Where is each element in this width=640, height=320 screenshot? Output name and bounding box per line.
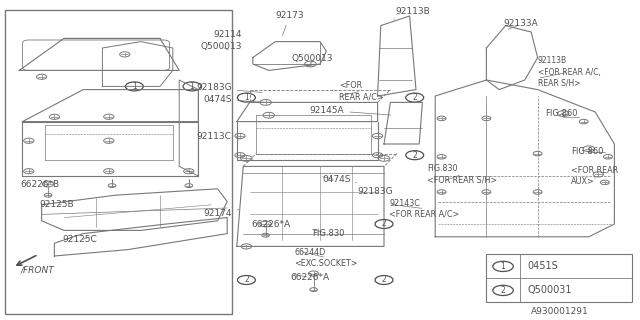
- Text: A930001291: A930001291: [531, 307, 588, 316]
- Text: 92183G: 92183G: [196, 84, 262, 92]
- Text: FIG.830: FIG.830: [312, 229, 344, 238]
- Text: 1: 1: [244, 93, 249, 102]
- Bar: [486, 254, 632, 302]
- Text: 92145A: 92145A: [310, 106, 391, 115]
- Text: Q500031: Q500031: [527, 285, 572, 295]
- Text: FIG.830
<FOR REAR S/H>: FIG.830 <FOR REAR S/H>: [427, 164, 497, 184]
- Text: <FOR
REAR A/C>: <FOR REAR A/C>: [339, 81, 384, 101]
- Text: 92143C
<FOR REAR A/C>: 92143C <FOR REAR A/C>: [389, 199, 460, 219]
- Text: 92125C: 92125C: [63, 236, 97, 244]
- Text: 1: 1: [500, 262, 506, 271]
- Text: 66226*A: 66226*A: [252, 220, 291, 229]
- Text: 2: 2: [412, 151, 417, 160]
- Text: Q500013: Q500013: [200, 42, 242, 51]
- Text: 92113B
<FOR REAR A/C,
REAR S/H>: 92113B <FOR REAR A/C, REAR S/H>: [538, 56, 600, 88]
- Text: 1: 1: [189, 82, 195, 91]
- Text: 92133A: 92133A: [504, 20, 538, 29]
- Text: FIG.860: FIG.860: [545, 109, 578, 118]
- Text: 92114: 92114: [213, 30, 242, 42]
- Text: 66226*A: 66226*A: [290, 273, 329, 282]
- Text: FIG.860: FIG.860: [571, 147, 604, 156]
- Text: 0474S: 0474S: [322, 175, 351, 184]
- Text: 66244D
<EXC.SOCKET>: 66244D <EXC.SOCKET>: [294, 248, 358, 268]
- Text: 2: 2: [381, 276, 387, 284]
- Text: 92113C: 92113C: [197, 132, 241, 141]
- Text: 92173: 92173: [275, 11, 304, 36]
- Text: 2: 2: [381, 220, 387, 228]
- Text: 2: 2: [500, 286, 506, 295]
- Text: Q500013: Q500013: [292, 54, 333, 63]
- Text: 0451S: 0451S: [527, 261, 558, 271]
- Text: 92174: 92174: [203, 209, 239, 218]
- Bar: [5, 10, 232, 314]
- Text: 92183G: 92183G: [355, 182, 393, 196]
- Text: /FRONT: /FRONT: [20, 266, 54, 275]
- Text: 2: 2: [244, 276, 249, 284]
- Text: 0474S: 0474S: [203, 95, 264, 104]
- Text: <FOR REAR
AUX>: <FOR REAR AUX>: [571, 166, 618, 186]
- Text: 92125B: 92125B: [40, 200, 74, 209]
- Text: 92113B: 92113B: [394, 7, 429, 19]
- Text: 2: 2: [412, 93, 417, 102]
- Text: 66226*B: 66226*B: [20, 180, 60, 189]
- Text: 1: 1: [132, 82, 137, 91]
